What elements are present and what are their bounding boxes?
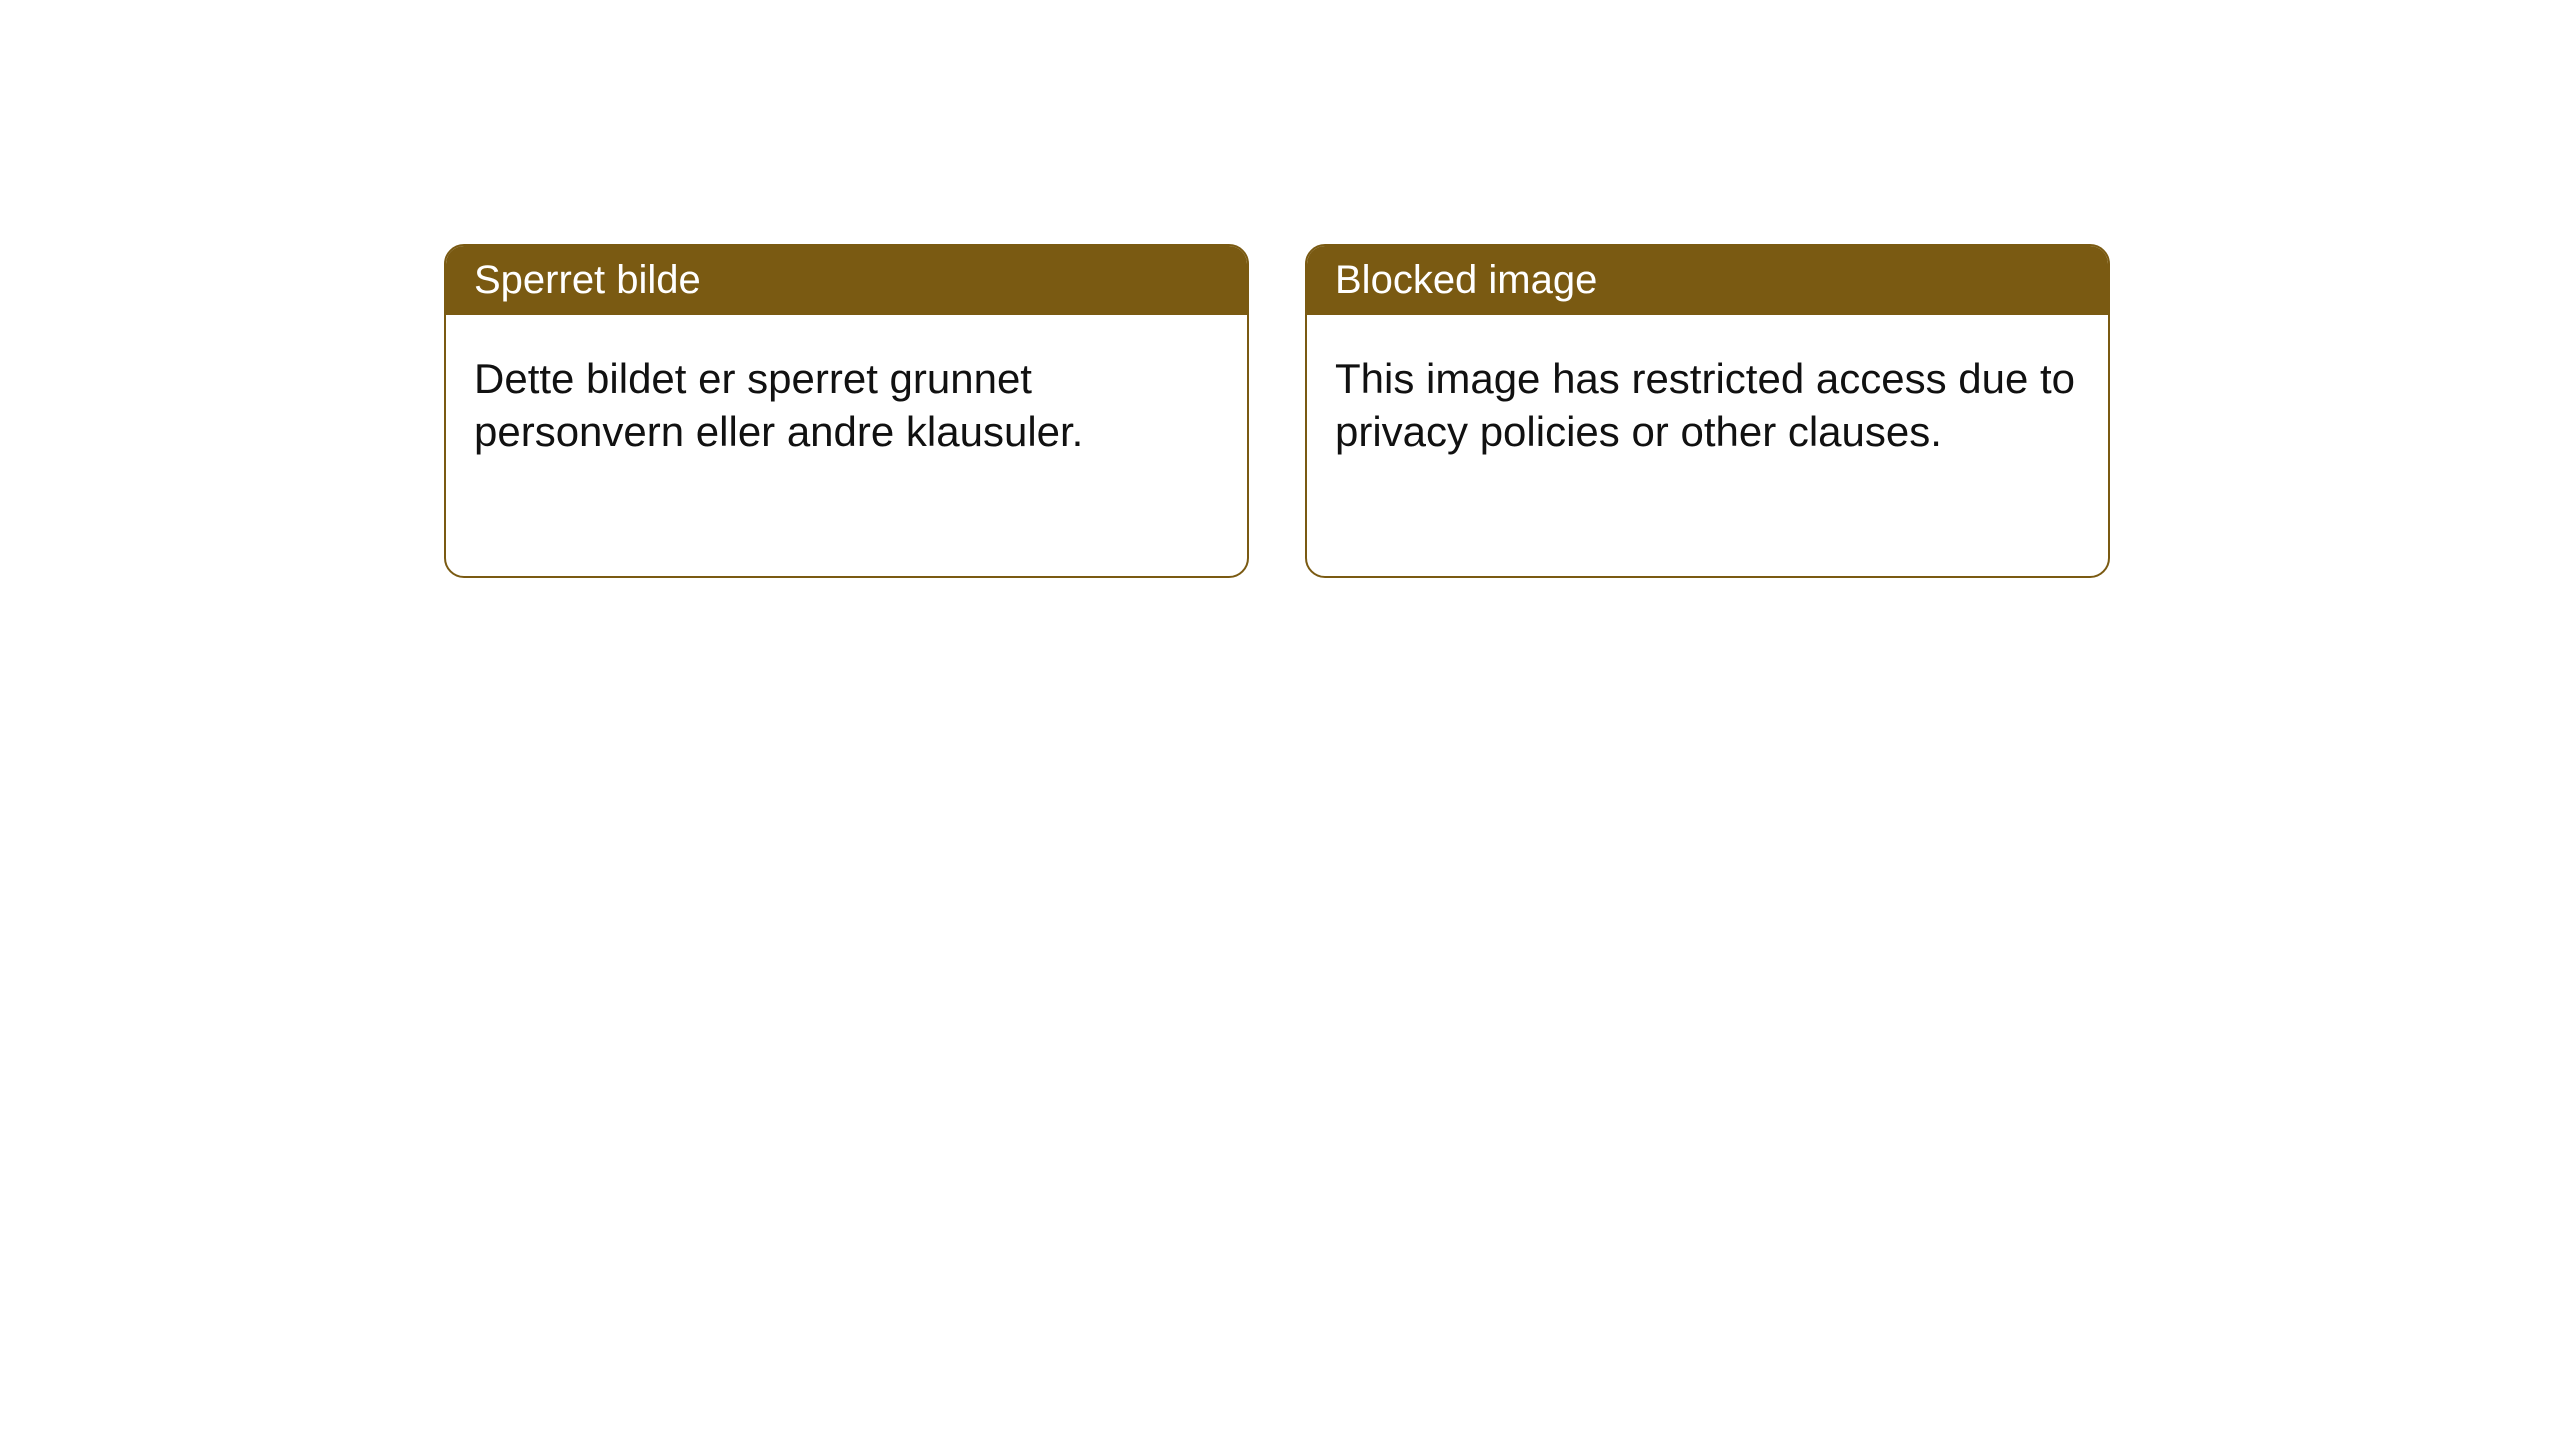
card-text-english: This image has restricted access due to …: [1335, 355, 2075, 455]
card-text-norwegian: Dette bildet er sperret grunnet personve…: [474, 355, 1083, 455]
card-header-norwegian: Sperret bilde: [446, 246, 1247, 315]
card-body-english: This image has restricted access due to …: [1307, 315, 2108, 496]
card-title-norwegian: Sperret bilde: [474, 258, 701, 302]
blocked-image-cards: Sperret bilde Dette bildet er sperret gr…: [444, 244, 2110, 578]
card-header-english: Blocked image: [1307, 246, 2108, 315]
card-title-english: Blocked image: [1335, 258, 1597, 302]
card-body-norwegian: Dette bildet er sperret grunnet personve…: [446, 315, 1247, 496]
card-english: Blocked image This image has restricted …: [1305, 244, 2110, 578]
card-norwegian: Sperret bilde Dette bildet er sperret gr…: [444, 244, 1249, 578]
